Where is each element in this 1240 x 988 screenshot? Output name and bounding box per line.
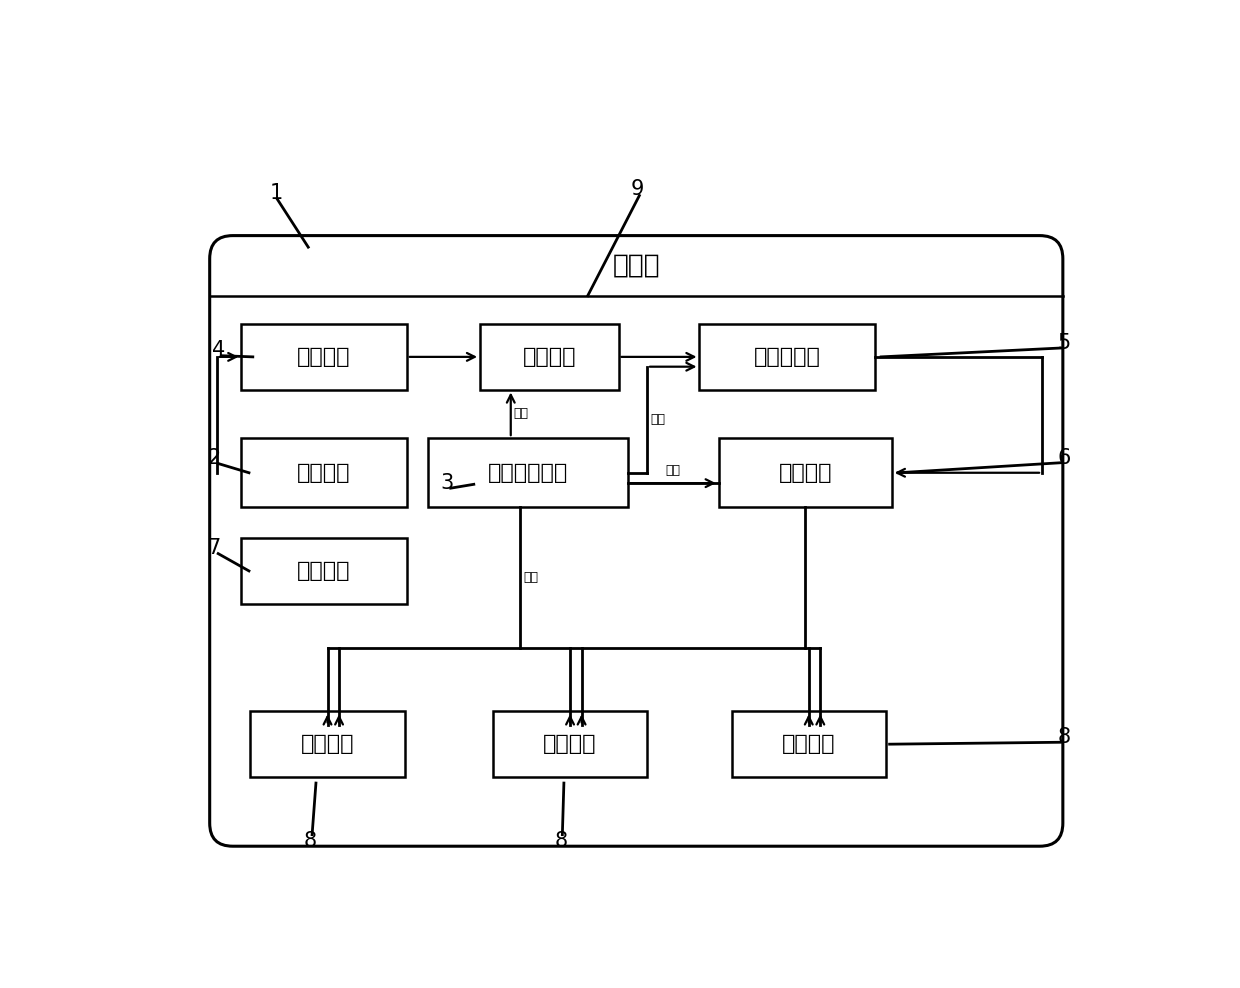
Text: 潜水器: 潜水器 [613, 253, 660, 279]
Bar [699, 324, 875, 389]
Bar [719, 438, 892, 508]
Text: 喷嘴模块: 喷嘴模块 [782, 734, 836, 754]
Text: 过滤模块: 过滤模块 [298, 347, 351, 367]
Text: 4: 4 [212, 340, 224, 361]
Text: 1: 1 [269, 183, 283, 204]
Text: 7: 7 [207, 538, 221, 558]
Text: 控制: 控制 [666, 464, 681, 477]
Bar [480, 324, 619, 389]
Bar [242, 538, 407, 604]
Text: 6: 6 [1058, 449, 1071, 468]
Text: 增压模块: 增压模块 [779, 462, 832, 483]
Bar [250, 711, 404, 777]
Text: 9: 9 [631, 180, 645, 200]
Text: 5: 5 [1058, 333, 1071, 354]
Bar [494, 711, 647, 777]
Text: 吸头模块: 吸头模块 [298, 462, 351, 483]
Bar [242, 324, 407, 389]
Text: 控制: 控制 [513, 407, 528, 420]
Text: 3: 3 [440, 473, 454, 493]
Text: 控制: 控制 [650, 413, 665, 426]
Text: 8: 8 [304, 831, 317, 851]
Text: 2: 2 [207, 449, 221, 468]
Text: 控压模块: 控压模块 [522, 347, 577, 367]
Text: 8: 8 [554, 831, 568, 851]
Bar [732, 711, 885, 777]
Bar [428, 438, 627, 508]
Text: 8: 8 [1058, 727, 1071, 747]
Text: 柱塞泵模块: 柱塞泵模块 [754, 347, 821, 367]
Text: 喷嘴模块: 喷嘴模块 [301, 734, 355, 754]
Bar [242, 438, 407, 508]
Text: 供电模块: 供电模块 [298, 561, 351, 581]
Text: 控制: 控制 [523, 571, 538, 584]
Text: 喷嘴模块: 喷嘴模块 [543, 734, 596, 754]
Text: 主控制器模块: 主控制器模块 [487, 462, 568, 483]
FancyBboxPatch shape [210, 235, 1063, 846]
